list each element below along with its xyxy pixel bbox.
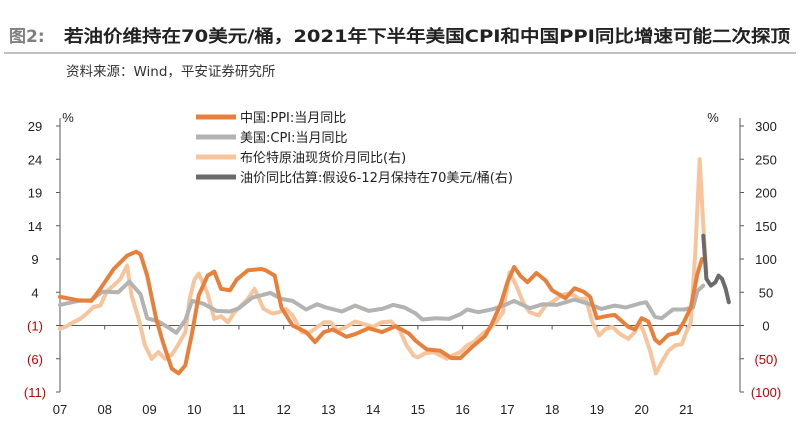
figure-label: 图2: (9, 27, 45, 47)
x-tick-label: 17 (500, 402, 514, 417)
legend-label: 油价同比估算:假设6-12月保持在70美元/桶(右) (240, 171, 513, 186)
x-tick-label: 14 (366, 402, 380, 417)
series-line-1 (58, 249, 704, 376)
axes-layer: 29 24 19 14 9 4 (1) (6) (11) 300 250 200 150 100 50 0 (5… (24, 110, 781, 417)
left-tick-label: 19 (28, 186, 42, 201)
right-tick-label: (50) (754, 352, 777, 367)
x-tick-label: 16 (455, 402, 469, 417)
x-tick-label: 09 (142, 402, 156, 417)
chart-title: 若油价维持在70美元/桶，2021年下半年美国CPI和中国PPI同比增速可能二次… (63, 26, 790, 47)
legend-label: 中国:PPI:当月同比 (240, 111, 346, 126)
right-tick-label: 100 (755, 252, 777, 267)
legend-label: 布伦特原油现货价月同比(右) (240, 150, 406, 166)
right-tick-label: (100) (751, 385, 781, 400)
right-tick-label: 0 (762, 319, 769, 334)
series-line-3 (58, 157, 709, 376)
x-tick-label: 20 (634, 402, 648, 417)
left-axis-unit: % (62, 110, 74, 125)
series-line-4 (701, 233, 731, 305)
x-tick-label: 07 (53, 402, 67, 417)
right-tick-label: 150 (755, 219, 777, 234)
source-note: 资料来源：Wind，平安证券研究所 (66, 64, 275, 80)
x-tick-label: 10 (187, 402, 201, 417)
left-tick-label: (1) (27, 319, 43, 334)
right-axis-unit: % (707, 110, 719, 125)
series-layer (58, 157, 731, 376)
left-tick-label: (6) (27, 352, 43, 367)
right-tick-label: 300 (755, 119, 777, 134)
x-tick-label: 18 (545, 402, 559, 417)
series-line-2 (58, 279, 706, 335)
x-tick-label: 12 (276, 402, 290, 417)
left-tick-label: 14 (28, 219, 42, 234)
left-tick-label: 29 (28, 119, 42, 134)
x-tick-label: 08 (98, 402, 112, 417)
right-tick-label: 200 (755, 186, 777, 201)
x-tick-label: 11 (232, 402, 246, 417)
left-tick-label: 9 (31, 252, 38, 267)
right-tick-label: 250 (755, 152, 777, 167)
left-tick-label: 4 (31, 285, 38, 300)
x-tick-label: 15 (411, 402, 425, 417)
left-tick-label: 24 (28, 152, 42, 167)
x-tick-label: 19 (590, 402, 604, 417)
right-tick-label: 50 (759, 285, 773, 300)
left-tick-label: (11) (24, 385, 46, 400)
x-tick-label: 13 (321, 402, 335, 417)
legend-label: 美国:CPI:当月同比 (240, 131, 348, 146)
x-tick-label: 21 (679, 402, 693, 417)
